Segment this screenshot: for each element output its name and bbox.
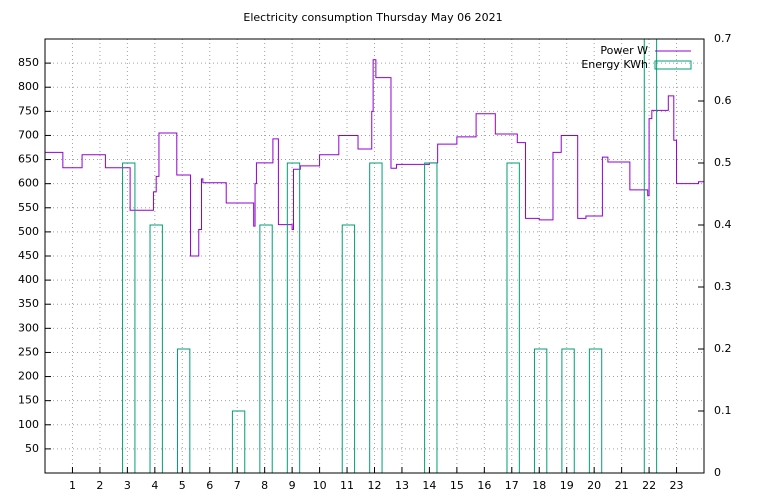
x-tick-label: 12 xyxy=(368,479,382,492)
energy-bar xyxy=(424,162,438,473)
legend-swatch xyxy=(654,60,692,70)
y2-tick-label: 0.4 xyxy=(714,218,732,231)
y-tick-label: 750 xyxy=(18,104,39,117)
y-tick-label: 300 xyxy=(18,321,39,334)
x-tick-label: 7 xyxy=(234,479,241,492)
energy-bar xyxy=(149,224,163,473)
chart-title: Electricity consumption Thursday May 06 … xyxy=(243,11,502,24)
y-tick-label: 250 xyxy=(18,345,39,358)
x-tick-label: 23 xyxy=(670,479,684,492)
y-tick-label: 150 xyxy=(18,394,39,407)
y2-tick-label: 0.5 xyxy=(714,156,732,169)
y-tick-label: 700 xyxy=(18,128,39,141)
y-tick-label: 650 xyxy=(18,153,39,166)
y2-tick-label: 0.3 xyxy=(714,280,732,293)
energy-bar xyxy=(506,162,520,473)
x-tick-label: 5 xyxy=(179,479,186,492)
energy-bar xyxy=(561,348,575,473)
x-tick-label: 8 xyxy=(261,479,268,492)
energy-bar xyxy=(533,348,548,473)
y2-tick-label: 0.1 xyxy=(714,404,732,417)
x-tick-label: 1 xyxy=(69,479,76,492)
x-tick-label: 18 xyxy=(532,479,546,492)
x-tick-label: 21 xyxy=(615,479,629,492)
x-tick-label: 15 xyxy=(450,479,464,492)
energy-bar xyxy=(286,162,301,473)
y2-tick-label: 0 xyxy=(714,466,721,479)
energy-bar xyxy=(231,410,246,473)
y2-tick-label: 0.2 xyxy=(714,342,732,355)
x-tick-label: 6 xyxy=(206,479,213,492)
y2-tick-label: 0.7 xyxy=(714,32,732,45)
y-tick-label: 800 xyxy=(18,80,39,93)
energy-bar xyxy=(176,348,191,473)
power-line xyxy=(45,59,704,257)
y-tick-label: 600 xyxy=(18,177,39,190)
energy-bar xyxy=(588,348,603,473)
y-tick-label: 550 xyxy=(18,201,39,214)
x-tick-label: 4 xyxy=(151,479,158,492)
x-tick-label: 14 xyxy=(422,479,436,492)
x-tick-label: 3 xyxy=(124,479,131,492)
x-tick-label: 13 xyxy=(395,479,409,492)
x-tick-label: 9 xyxy=(289,479,296,492)
y-tick-label: 50 xyxy=(25,442,39,455)
energy-bar xyxy=(369,162,383,473)
x-tick-label: 19 xyxy=(560,479,574,492)
x-tick-label: 22 xyxy=(642,479,656,492)
y-tick-label: 500 xyxy=(18,225,39,238)
y-tick-label: 400 xyxy=(18,273,39,286)
y2-tick-label: 0.6 xyxy=(714,94,732,107)
legend-label: Power W xyxy=(600,44,648,57)
x-tick-label: 2 xyxy=(96,479,103,492)
energy-bar xyxy=(259,224,273,473)
energy-bar xyxy=(122,162,136,473)
y-tick-label: 850 xyxy=(18,56,39,69)
x-tick-label: 17 xyxy=(505,479,519,492)
energy-bar xyxy=(341,224,356,473)
x-tick-label: 16 xyxy=(477,479,491,492)
x-tick-label: 10 xyxy=(313,479,327,492)
y-tick-label: 100 xyxy=(18,418,39,431)
x-tick-label: 20 xyxy=(587,479,601,492)
y-tick-label: 450 xyxy=(18,249,39,262)
y-tick-label: 350 xyxy=(18,297,39,310)
x-tick-label: 11 xyxy=(340,479,354,492)
legend-label: Energy KWh xyxy=(581,58,648,71)
energy-bar xyxy=(643,39,658,473)
y-tick-label: 200 xyxy=(18,370,39,383)
